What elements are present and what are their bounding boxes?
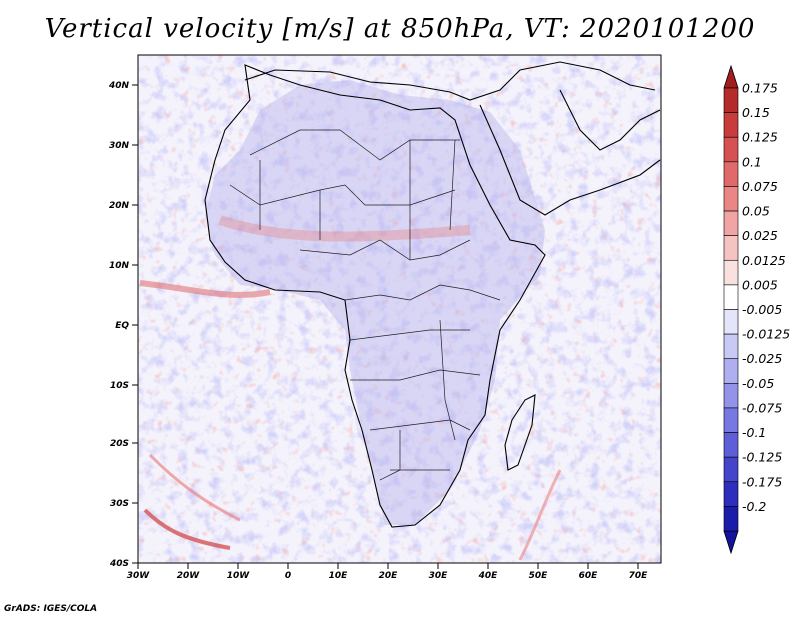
colorbar-swatch — [723, 112, 739, 138]
colorbar-label: -0.175 — [742, 474, 782, 489]
colorbar-label: 0.025 — [742, 228, 778, 243]
lat-tick-label: 20S — [110, 439, 129, 449]
colorbar-swatch — [723, 456, 739, 483]
lon-tick-label: 20E — [379, 571, 399, 581]
colorbar-swatch — [723, 407, 739, 433]
lon-tick-label: 70E — [629, 571, 649, 581]
coastlines — [204, 61, 661, 528]
colorbar-swatch — [723, 358, 739, 384]
colorbar-label: -0.05 — [742, 376, 774, 391]
colorbar-label: -0.005 — [742, 302, 782, 317]
lat-tick-label: 30S — [110, 499, 129, 509]
colorbar-swatch — [723, 309, 739, 335]
colorbar-swatch — [723, 259, 739, 286]
colorbar-label: 0.0125 — [742, 253, 786, 268]
grads-credit: GrADS: IGES/COLA — [4, 604, 98, 614]
colorbar-label: 0.125 — [742, 130, 778, 145]
colorbar-label: 0.005 — [742, 277, 778, 292]
africa-land — [205, 80, 545, 525]
colorbar-swatch — [723, 186, 739, 212]
colorbar-swatch — [723, 284, 739, 310]
lon-tick-label: 30W — [127, 571, 151, 581]
axis-ticks — [132, 84, 639, 569]
colorbar-label: -0.025 — [742, 351, 782, 366]
colorbar-label: 0.1 — [742, 154, 762, 169]
lat-tick-label: 30N — [109, 141, 130, 151]
map-title: Vertical velocity [m/s] at 850hPa, VT: 2… — [44, 14, 756, 44]
colorbar-swatch — [723, 235, 739, 261]
lat-tick-label: 10S — [110, 381, 129, 391]
colorbar-swatch — [723, 506, 739, 532]
colorbar-label: -0.1 — [742, 425, 766, 440]
colorbar-top-arrow — [723, 64, 739, 89]
colorbar-swatch — [723, 383, 739, 409]
colorbar: 0.175 0.15 0.125 0.1 0.075 0.05 0.025 0.0125 0.0… — [723, 64, 790, 555]
colorbar-label: -0.2 — [742, 499, 766, 514]
colorbar-swatch — [723, 161, 739, 187]
lon-labels: 30W 20W 10W 0 10E 20E 30E 40E 50E 60E 70… — [127, 571, 648, 581]
lon-tick-label: 10E — [329, 571, 349, 581]
colorbar-label: -0.125 — [742, 450, 782, 465]
colorbar-swatch — [723, 333, 739, 360]
lat-labels: 40N 30N 20N 10N EQ 10S 20S 30S 40S — [108, 81, 130, 569]
colorbar-label: 0.15 — [742, 105, 770, 120]
colorbar-swatch — [723, 481, 739, 507]
colorbar-label: -0.075 — [742, 400, 782, 415]
lon-tick-label: 30E — [429, 571, 449, 581]
country-borders — [229, 129, 501, 481]
colorbar-swatch — [723, 210, 739, 236]
colorbar-label: 0.075 — [742, 179, 778, 194]
lon-tick-label: 10W — [227, 571, 251, 581]
lat-tick-label: 40N — [108, 81, 130, 91]
colorbar-label: 0.175 — [742, 81, 778, 96]
lat-tick-label: EQ — [115, 321, 129, 331]
lat-tick-label: 20N — [109, 201, 130, 211]
colorbar-swatch — [723, 136, 739, 163]
colorbar-swatch — [723, 87, 739, 113]
lon-tick-label: 50E — [529, 571, 549, 581]
lon-tick-label: 60E — [579, 571, 599, 581]
lon-tick-label: 0 — [285, 571, 291, 581]
colorbar-bottom-arrow — [723, 530, 739, 555]
colorbar-swatch — [723, 432, 739, 458]
lon-tick-label: 40E — [478, 571, 499, 581]
colorbar-label: -0.0125 — [742, 327, 790, 342]
map-frame — [137, 54, 662, 564]
lon-tick-label: 20W — [177, 571, 201, 581]
lat-tick-label: 10N — [109, 261, 130, 271]
lat-tick-label: 40S — [109, 559, 129, 569]
velocity-field — [138, 55, 661, 563]
colorbar-label: 0.05 — [742, 204, 770, 219]
